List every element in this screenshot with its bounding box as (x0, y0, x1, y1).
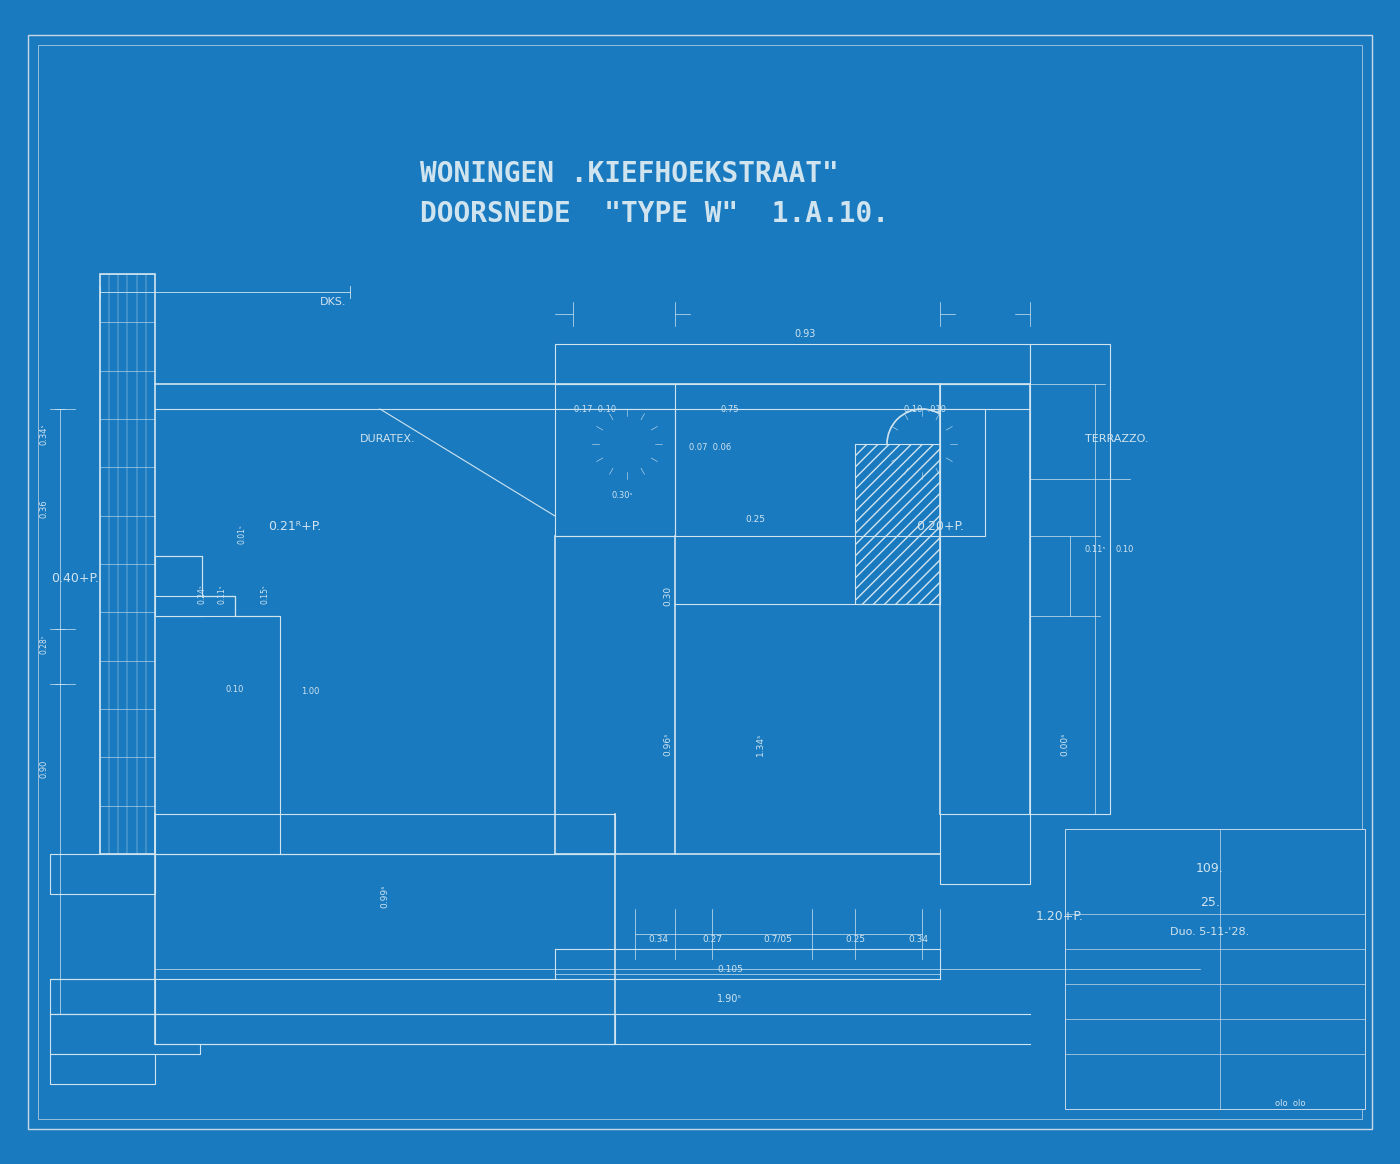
Text: 0.96ˢ: 0.96ˢ (664, 732, 672, 755)
Text: 0.28ˢ: 0.28ˢ (39, 634, 49, 654)
Text: 0.93: 0.93 (794, 329, 816, 339)
Text: 0.00ˢ: 0.00ˢ (1061, 732, 1070, 755)
Text: DOORSNEDE  "TYPE W"  1.A.10.: DOORSNEDE "TYPE W" 1.A.10. (420, 200, 889, 228)
Text: 0.30ˢ: 0.30ˢ (612, 491, 633, 501)
Text: 1.00: 1.00 (301, 688, 319, 696)
Text: 0.105: 0.105 (717, 965, 743, 973)
Text: DURATEX.: DURATEX. (360, 434, 416, 443)
Text: olo  olo: olo olo (1275, 1100, 1305, 1108)
Text: 0.36: 0.36 (39, 499, 49, 518)
Text: 0.25: 0.25 (846, 935, 865, 944)
Bar (1065, 829, 1365, 1109)
Text: 0.15ˢ: 0.15ˢ (260, 584, 269, 604)
Text: 0.30: 0.30 (664, 585, 672, 606)
Text: 0.10  .010: 0.10 .010 (904, 405, 946, 414)
Text: 25.: 25. (1200, 895, 1219, 908)
Bar (1030, 345, 1110, 814)
Text: 0.40+P.: 0.40+P. (50, 573, 99, 585)
Bar (155, 1014, 615, 1044)
Text: 0.10: 0.10 (225, 684, 244, 694)
Text: 0.99ˢ: 0.99ˢ (381, 885, 389, 908)
Bar (155, 596, 235, 616)
Text: 0.10: 0.10 (1116, 545, 1134, 554)
Text: 0.11ˢ: 0.11ˢ (217, 584, 227, 604)
Text: Duo. 5-11-'28.: Duo. 5-11-'28. (1170, 927, 1250, 937)
Text: 0.01ˢ: 0.01ˢ (238, 524, 246, 544)
Bar (939, 384, 1030, 409)
Bar (50, 1053, 155, 1084)
Bar (155, 814, 615, 854)
Bar (554, 345, 1030, 384)
Bar (155, 556, 202, 616)
Text: 0.17  0.10: 0.17 0.10 (574, 405, 616, 414)
Text: 0.11ˢ: 0.11ˢ (1084, 545, 1106, 554)
Text: 0.25: 0.25 (745, 514, 764, 524)
Bar (50, 854, 155, 894)
Text: WONINGEN .KIEFHOEKSTRAAT": WONINGEN .KIEFHOEKSTRAAT" (420, 159, 839, 189)
Text: 109.: 109. (1196, 863, 1224, 875)
Text: DKS.: DKS. (321, 297, 347, 307)
Bar (855, 443, 939, 604)
Text: 0.75: 0.75 (721, 405, 739, 414)
Bar (50, 979, 155, 1014)
Text: 0.34: 0.34 (909, 935, 928, 944)
Text: 0.7/05: 0.7/05 (763, 935, 792, 944)
Bar (939, 814, 1030, 883)
Text: 0.24ˢ: 0.24ˢ (197, 584, 207, 604)
Text: 1.34ˢ: 1.34ˢ (756, 732, 764, 755)
Bar (939, 409, 986, 535)
Text: 0.07  0.06: 0.07 0.06 (689, 442, 731, 452)
Text: 1.90ˢ: 1.90ˢ (717, 994, 742, 1005)
Bar (99, 274, 155, 854)
Bar (50, 1014, 200, 1053)
Bar (554, 409, 675, 535)
Text: 0.20+P.: 0.20+P. (916, 519, 965, 532)
Text: TERRAZZO.: TERRAZZO. (1085, 434, 1148, 443)
Text: 0.34: 0.34 (648, 935, 668, 944)
Text: 0.90: 0.90 (39, 760, 49, 779)
Text: 0.27: 0.27 (701, 935, 722, 944)
Text: 1.20+P.: 1.20+P. (1036, 909, 1084, 923)
Text: 0.34ˢ: 0.34ˢ (39, 424, 49, 445)
Text: 0.21ᴿ+P.: 0.21ᴿ+P. (269, 519, 322, 532)
Bar (554, 384, 675, 409)
